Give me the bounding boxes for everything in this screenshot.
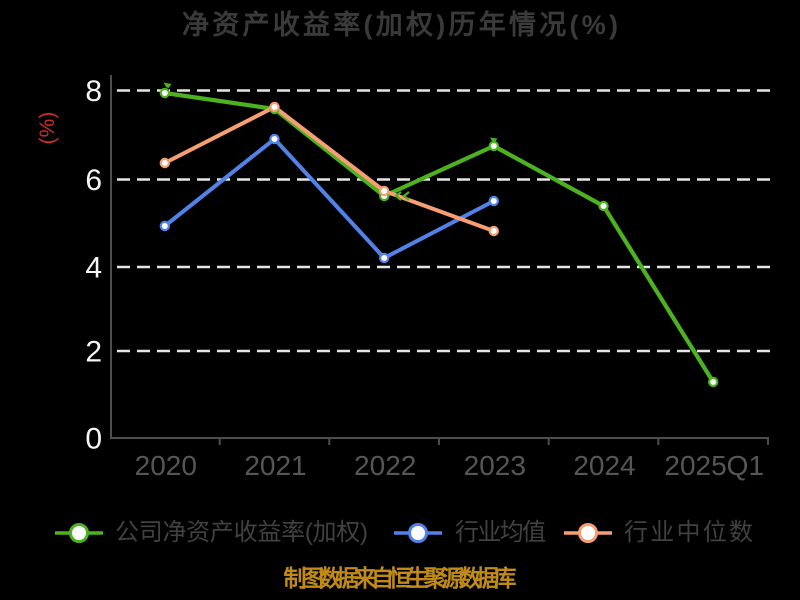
svg-text:2022: 2022	[354, 450, 416, 481]
svg-text:2021: 2021	[244, 450, 306, 481]
svg-text:2: 2	[85, 336, 102, 369]
svg-text:公司净资产收益率(加权): 公司净资产收益率(加权)	[115, 519, 368, 546]
svg-text:0: 0	[85, 423, 102, 456]
svg-text:2024: 2024	[573, 450, 635, 481]
svg-text:8: 8	[85, 75, 102, 108]
svg-text:(%): (%)	[36, 112, 59, 145]
svg-text:净资产收益率(加权)历年情况(%): 净资产收益率(加权)历年情况(%)	[182, 9, 618, 40]
svg-text:制图数据来自恒生聚源数据库: 制图数据来自恒生聚源数据库	[284, 565, 517, 591]
svg-text:4: 4	[85, 252, 102, 285]
svg-text:2020: 2020	[135, 450, 197, 481]
svg-text:2025Q1: 2025Q1	[664, 450, 764, 481]
svg-text:行业均值: 行业均值	[455, 519, 546, 546]
svg-text:2023: 2023	[464, 450, 526, 481]
svg-text:行业中位数: 行业中位数	[624, 519, 753, 546]
svg-text:6: 6	[85, 164, 102, 197]
